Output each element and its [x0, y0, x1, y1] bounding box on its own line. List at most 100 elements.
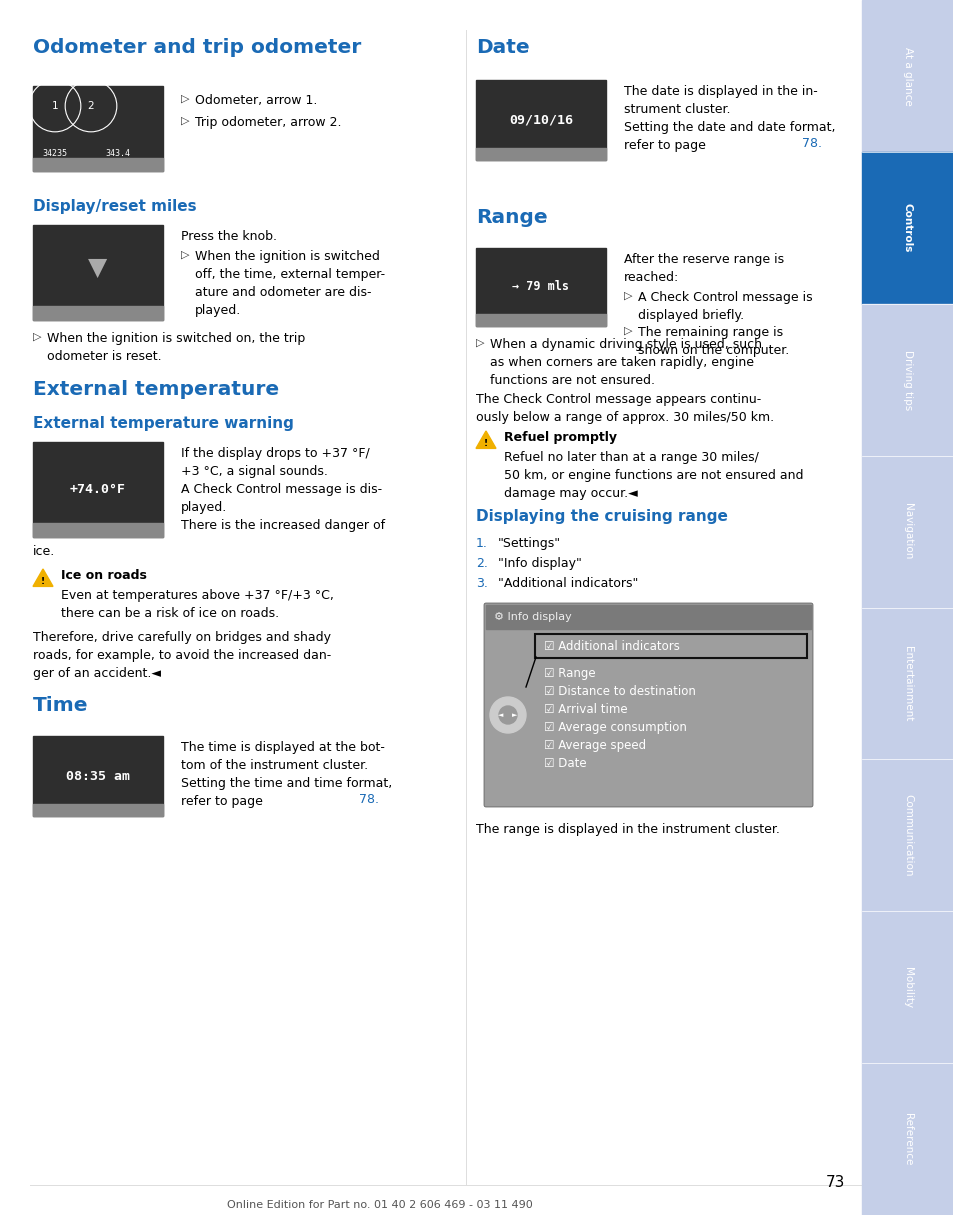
Text: 73: 73 — [824, 1175, 844, 1189]
Text: Controls: Controls — [902, 203, 912, 253]
Text: !: ! — [483, 439, 488, 447]
Text: External temperature: External temperature — [33, 380, 279, 399]
Text: → 79 mls: → 79 mls — [512, 281, 569, 294]
Text: The range is displayed in the instrument cluster.: The range is displayed in the instrument… — [476, 823, 779, 836]
Text: ☑ Average consumption: ☑ Average consumption — [543, 720, 686, 734]
Text: A Check Control message is
displayed briefly.: A Check Control message is displayed bri… — [638, 292, 812, 322]
Text: Range: Range — [476, 208, 547, 227]
Text: When the ignition is switched
off, the time, external temper-
ature and odometer: When the ignition is switched off, the t… — [194, 250, 385, 317]
Text: When the ignition is switched on, the trip
odometer is reset.: When the ignition is switched on, the tr… — [47, 332, 305, 363]
Text: The remaining range is
shown on the computer.: The remaining range is shown on the comp… — [638, 326, 788, 357]
Text: 343.4: 343.4 — [106, 149, 131, 158]
Text: 2: 2 — [88, 101, 94, 111]
Text: Even at temperatures above +37 °F/+3 °C,
there can be a risk of ice on roads.: Even at temperatures above +37 °F/+3 °C,… — [61, 589, 334, 620]
Text: ☑ Distance to destination: ☑ Distance to destination — [543, 684, 695, 697]
Bar — [476, 148, 605, 160]
Text: ▷: ▷ — [33, 332, 42, 341]
Text: The Check Control message appears continu-
ously below a range of approx. 30 mil: The Check Control message appears contin… — [476, 392, 773, 424]
Circle shape — [498, 706, 517, 724]
Text: ☑ Range: ☑ Range — [543, 667, 595, 679]
Text: "Info display": "Info display" — [497, 556, 581, 570]
Text: ☑ Date: ☑ Date — [543, 757, 586, 769]
Text: At a glance: At a glance — [902, 46, 912, 106]
Bar — [862, 911, 953, 1063]
Text: Mobility: Mobility — [902, 967, 912, 1007]
Bar — [33, 442, 163, 537]
Text: 08:35 am: 08:35 am — [66, 769, 130, 782]
Text: 1: 1 — [51, 101, 58, 111]
Text: Refuel promptly: Refuel promptly — [503, 431, 617, 443]
Bar — [862, 304, 953, 456]
Bar — [33, 306, 163, 320]
Text: The time is displayed at the bot-
tom of the instrument cluster.
Setting the tim: The time is displayed at the bot- tom of… — [181, 741, 392, 808]
Text: 78.: 78. — [358, 793, 378, 806]
Bar — [485, 605, 810, 629]
Text: Therefore, drive carefully on bridges and shady
roads, for example, to avoid the: Therefore, drive carefully on bridges an… — [33, 631, 331, 680]
Text: ▷: ▷ — [623, 292, 632, 301]
Bar — [476, 248, 605, 326]
Bar — [33, 522, 163, 537]
Text: Navigation: Navigation — [902, 503, 912, 560]
FancyBboxPatch shape — [483, 603, 812, 807]
Text: Displaying the cruising range: Displaying the cruising range — [476, 509, 727, 524]
Text: 2.: 2. — [476, 556, 487, 570]
Bar — [862, 0, 953, 152]
Text: ▷: ▷ — [181, 115, 190, 126]
Text: 34235: 34235 — [43, 149, 68, 158]
Text: Time: Time — [33, 696, 89, 714]
Text: Driving tips: Driving tips — [902, 350, 912, 409]
Text: 1.: 1. — [476, 537, 487, 550]
Text: !: ! — [41, 576, 45, 586]
Text: Communication: Communication — [902, 795, 912, 876]
Text: When a dynamic driving style is used, such
as when corners are taken rapidly, en: When a dynamic driving style is used, su… — [490, 338, 761, 388]
Text: Press the knob.: Press the knob. — [181, 230, 276, 243]
Bar — [862, 152, 953, 304]
Bar — [862, 608, 953, 759]
Bar — [33, 736, 163, 816]
Bar — [33, 158, 163, 171]
Text: "Additional indicators": "Additional indicators" — [497, 577, 638, 590]
Text: Ice on roads: Ice on roads — [61, 569, 147, 582]
Text: If the display drops to +37 °F/
+3 °C, a signal sounds.
A Check Control message : If the display drops to +37 °F/ +3 °C, a… — [181, 447, 385, 532]
Text: ice.: ice. — [33, 546, 55, 558]
FancyBboxPatch shape — [535, 634, 806, 659]
Bar — [33, 86, 163, 171]
Text: ►: ► — [512, 712, 517, 718]
Text: "Settings": "Settings" — [497, 537, 560, 550]
Text: Trip odometer, arrow 2.: Trip odometer, arrow 2. — [194, 115, 341, 129]
Bar — [33, 225, 163, 320]
Text: The date is displayed in the in-
strument cluster.
Setting the date and date for: The date is displayed in the in- strumen… — [623, 85, 835, 152]
Polygon shape — [476, 431, 496, 448]
Text: Date: Date — [476, 38, 529, 57]
Text: ▼: ▼ — [89, 255, 108, 279]
Bar — [862, 1063, 953, 1215]
Bar — [476, 315, 605, 326]
Text: ▷: ▷ — [181, 250, 190, 260]
Text: 09/10/16: 09/10/16 — [509, 113, 573, 126]
Text: ▷: ▷ — [623, 326, 632, 337]
Circle shape — [490, 697, 525, 733]
Text: External temperature warning: External temperature warning — [33, 416, 294, 431]
Text: Refuel no later than at a range 30 miles/
50 km, or engine functions are not ens: Refuel no later than at a range 30 miles… — [503, 451, 802, 501]
Text: Odometer and trip odometer: Odometer and trip odometer — [33, 38, 361, 57]
Text: ☑ Arrival time: ☑ Arrival time — [543, 702, 627, 716]
Text: ◄: ◄ — [497, 712, 503, 718]
Text: Reference: Reference — [902, 1113, 912, 1165]
Text: 78.: 78. — [801, 137, 821, 149]
Text: Online Edition for Part no. 01 40 2 606 469 - 03 11 490: Online Edition for Part no. 01 40 2 606 … — [227, 1200, 533, 1210]
Text: ☑ Additional indicators: ☑ Additional indicators — [543, 639, 679, 652]
Text: Display/reset miles: Display/reset miles — [33, 199, 196, 214]
Text: +74.0°F: +74.0°F — [70, 484, 126, 496]
Text: ▷: ▷ — [181, 94, 190, 104]
Bar — [862, 456, 953, 608]
Bar — [476, 80, 605, 160]
Text: Odometer, arrow 1.: Odometer, arrow 1. — [194, 94, 317, 107]
Text: ▷: ▷ — [476, 338, 484, 347]
Text: 3.: 3. — [476, 577, 487, 590]
Bar — [33, 804, 163, 816]
Text: Entertainment: Entertainment — [902, 645, 912, 722]
Bar — [862, 759, 953, 911]
Polygon shape — [33, 569, 53, 587]
Text: ⚙ Info display: ⚙ Info display — [494, 612, 571, 622]
Text: After the reserve range is
reached:: After the reserve range is reached: — [623, 253, 783, 284]
